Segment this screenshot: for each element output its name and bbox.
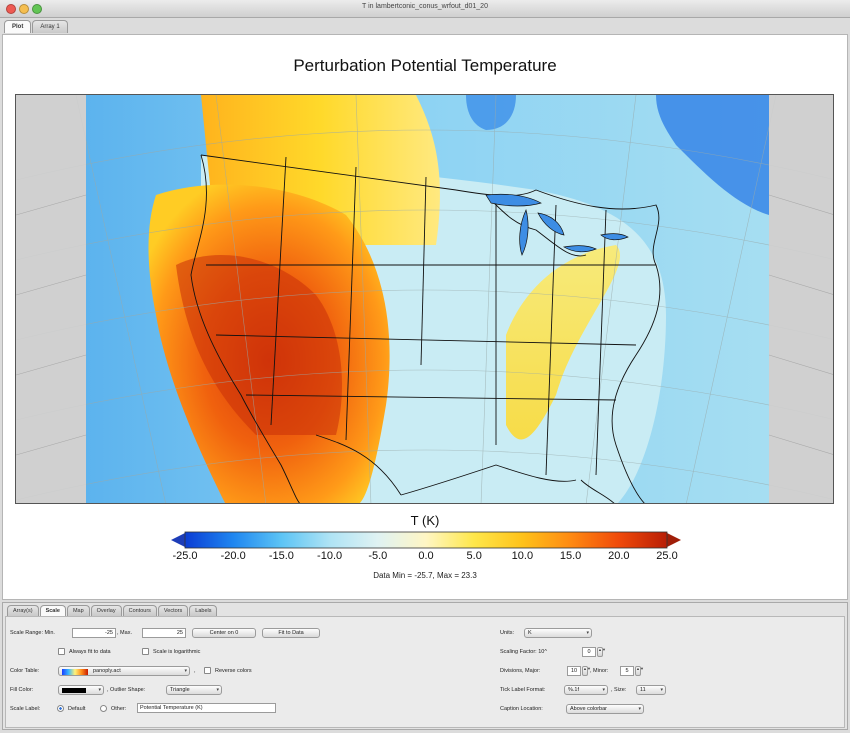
colorbar-tick-label: 15.0 — [559, 550, 582, 562]
colorbar-title: T (K) — [410, 513, 440, 528]
scaling-factor-label: Scaling Factor: 10^ — [500, 649, 547, 655]
tick-label-format-select[interactable]: %.1f ▾ — [564, 685, 608, 695]
tick-label-size-value: 11 — [640, 687, 646, 693]
other-label-radio[interactable] — [100, 705, 107, 712]
caption-location-label: Caption Location: — [500, 706, 543, 712]
tab-map[interactable]: Map — [66, 605, 90, 616]
comma-separator: , — [194, 668, 196, 674]
tab-plot[interactable]: Plot — [4, 20, 32, 33]
minor-divisions-stepper[interactable]: ▲▼ — [635, 666, 644, 676]
scaling-factor-input[interactable]: 0 — [582, 647, 596, 657]
colorbar-over-triangle — [667, 533, 681, 547]
color-table-label: Color Table: — [10, 668, 40, 674]
window-title: T in lambertconic_conus_wrfout_d01_20 — [362, 3, 488, 10]
tab-contours[interactable]: Contours — [122, 605, 157, 616]
scaling-factor-stepper[interactable]: ▲▼ — [597, 647, 606, 657]
outlier-shape-label: , Outlier Shape: — [107, 687, 146, 693]
tab-labels[interactable]: Labels — [189, 605, 218, 616]
colorbar-tick-label: 20.0 — [608, 550, 630, 562]
divisions-major-label: Divisions, Major: — [500, 668, 541, 674]
color-table-select[interactable]: panoply.act ▾ — [58, 666, 190, 676]
scale-range-label: Scale Range: Min. — [10, 630, 55, 636]
zoom-window-button[interactable] — [32, 4, 42, 14]
window-title-bar: T in lambertconic_conus_wrfout_d01_20 — [0, 0, 850, 18]
tab-vectors[interactable]: Vectors — [157, 605, 189, 616]
chevron-down-icon: ▾ — [216, 687, 219, 693]
minimize-window-button[interactable] — [19, 4, 29, 14]
caption-location-value: Above colorbar — [570, 706, 607, 712]
settings-tab-bar: Array(s) Scale Map Overlay Contours Vect… — [7, 605, 218, 617]
tick-label-format-label: Tick Label Format: — [500, 687, 546, 693]
reverse-colors-checkbox[interactable] — [204, 667, 211, 674]
outlier-shape-value: Triangle — [170, 687, 190, 693]
plot-panel: Perturbation Potential Temperature — [2, 34, 848, 600]
top-tab-bar: Plot Array 1 — [4, 20, 68, 34]
close-window-button[interactable] — [6, 4, 16, 14]
color-table-value: panoply.act — [93, 668, 121, 674]
outlier-shape-select[interactable]: Triangle ▾ — [166, 685, 222, 695]
units-label: Units: — [500, 630, 515, 636]
colorbar-tick-label: -5.0 — [368, 550, 388, 562]
colorbar-tick-label: 25.0 — [656, 550, 678, 562]
chevron-down-icon: ▾ — [586, 630, 589, 636]
colorbar-tick-label: -25.0 — [172, 550, 198, 562]
always-fit-checkbox[interactable] — [58, 648, 65, 655]
tab-overlay[interactable]: Overlay — [90, 605, 122, 616]
tick-label-format-value: %.1f — [568, 687, 580, 693]
scale-min-input[interactable]: -25 — [72, 628, 116, 638]
map-plot[interactable] — [15, 94, 834, 504]
scale-max-input[interactable]: 25 — [142, 628, 186, 638]
default-label-radio[interactable] — [57, 705, 64, 712]
divisions-minor-label: , Minor: — [590, 668, 609, 674]
tab-arrays[interactable]: Array(s) — [7, 605, 39, 616]
minor-divisions-input[interactable]: 5 — [620, 666, 634, 676]
fill-color-select[interactable]: ▾ — [58, 685, 104, 695]
tick-label-size-label: , Size: — [611, 687, 627, 693]
tab-scale[interactable]: Scale — [39, 605, 66, 616]
settings-panel: Array(s) Scale Map Overlay Contours Vect… — [2, 602, 848, 730]
scale-controls: Scale Range: Min. -25 , Max. 25 Center o… — [5, 616, 845, 728]
chevron-down-icon: ▾ — [602, 687, 605, 693]
center-on-zero-button[interactable]: Center on 0 — [192, 628, 256, 638]
chevron-down-icon: ▾ — [98, 687, 101, 693]
major-divisions-input[interactable]: 10 — [567, 666, 581, 676]
scale-max-label: , Max. — [117, 630, 132, 636]
units-value: K — [528, 630, 532, 636]
chevron-down-icon: ▾ — [638, 706, 641, 712]
log-scale-label: Scale is logarithmic — [153, 649, 201, 655]
reverse-colors-label: Reverse colors — [215, 668, 252, 674]
colorbar-tick-label: -15.0 — [268, 550, 294, 562]
colorbar-gradient — [185, 532, 667, 548]
data-range-text: Data Min = -25.7, Max = 23.3 — [373, 571, 477, 580]
temperature-map-image — [16, 95, 833, 503]
fill-color-label: Fill Color: — [10, 687, 34, 693]
colorbar-tick-labels: -25.0 -20.0 -15.0 -10.0 -5.0 0.0 5.0 10.0 15.0 20… — [172, 550, 677, 564]
other-label-input[interactable]: Potential Temperature (K) — [137, 703, 276, 713]
colorbar-graphic — [171, 531, 681, 549]
units-select[interactable]: K ▾ — [524, 628, 592, 638]
caption-location-select[interactable]: Above colorbar ▾ — [566, 704, 644, 714]
colorbar-tick-label: -20.0 — [220, 550, 246, 562]
colorbar-tick-label: 5.0 — [466, 550, 482, 562]
colorbar-under-triangle — [171, 533, 185, 547]
scale-label-label: Scale Label: — [10, 706, 41, 712]
colorbar-tick-label: -10.0 — [317, 550, 343, 562]
tab-array-1[interactable]: Array 1 — [32, 20, 68, 33]
colorbar — [171, 530, 681, 550]
chevron-down-icon: ▾ — [184, 668, 187, 674]
major-divisions-stepper[interactable]: ▲▼ — [582, 666, 591, 676]
default-label-text: Default — [68, 706, 86, 712]
colorbar-tick-label: 10.0 — [511, 550, 534, 562]
other-label-text: Other: — [111, 706, 127, 712]
colorbar-tick-label: 0.0 — [418, 550, 434, 562]
log-scale-checkbox[interactable] — [142, 648, 149, 655]
fit-to-data-button[interactable]: Fit to Data — [262, 628, 320, 638]
fill-color-swatch — [62, 688, 86, 693]
plot-title: Perturbation Potential Temperature — [293, 56, 557, 75]
color-table-swatch — [62, 669, 88, 675]
tick-label-size-select[interactable]: 11 ▾ — [636, 685, 666, 695]
always-fit-label: Always fit to data — [69, 649, 111, 655]
chevron-down-icon: ▾ — [660, 687, 663, 693]
